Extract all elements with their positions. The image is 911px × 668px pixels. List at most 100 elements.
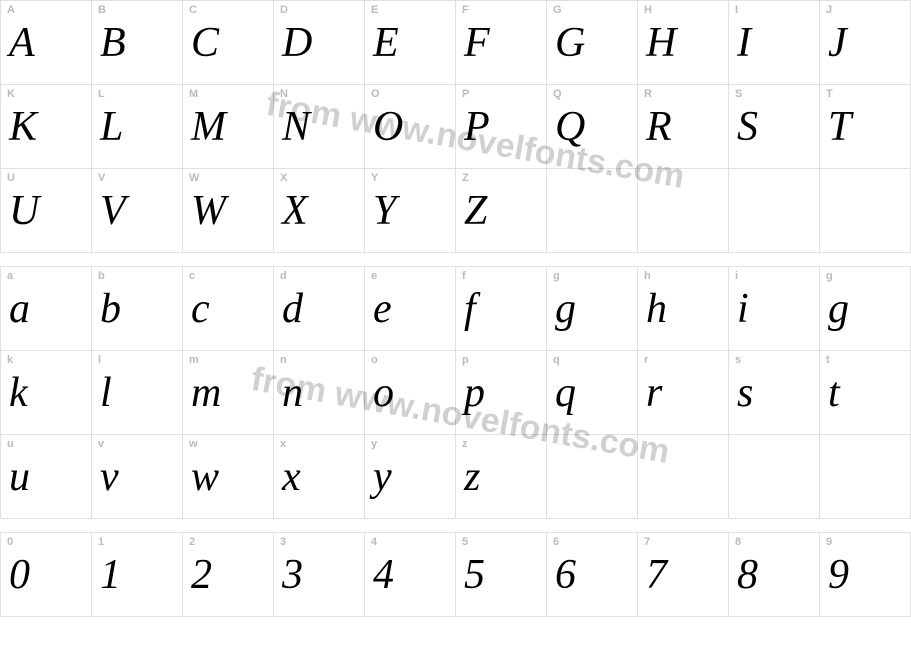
glyph: B (98, 20, 176, 66)
glyph: Q (553, 104, 631, 150)
character-cell (638, 435, 729, 519)
cell-label: Z (462, 173, 540, 184)
table-row: KKLLMMNNOOPPQQRRSSTT (1, 85, 911, 169)
character-cell: SS (729, 85, 820, 169)
character-cell: gg (547, 267, 638, 351)
cell-label: O (371, 89, 449, 100)
character-cell: ww (183, 435, 274, 519)
glyph: b (98, 286, 176, 332)
cell-label: q (553, 355, 631, 366)
character-cell: tt (820, 351, 911, 435)
glyph: O (371, 104, 449, 150)
glyph: C (189, 20, 267, 66)
glyph: k (7, 370, 85, 416)
character-cell: KK (1, 85, 92, 169)
cell-label: V (98, 173, 176, 184)
glyph: t (826, 370, 904, 416)
cell-label: g (553, 271, 631, 282)
character-cell: aa (1, 267, 92, 351)
glyph: 9 (826, 552, 904, 598)
character-cell: II (729, 1, 820, 85)
cell-label: b (98, 271, 176, 282)
cell-label: s (735, 355, 813, 366)
table-row: uuvvwwxxyyzz (1, 435, 911, 519)
cell-label: f (462, 271, 540, 282)
character-map-chart: AABBCCDDEEFFGGHHIIJJKKLLMMNNOOPPQQRRSSTT… (0, 0, 911, 617)
cell-label: g (826, 271, 904, 282)
cell-label: h (644, 271, 722, 282)
cell-label: 2 (189, 537, 267, 548)
glyph: Z (462, 188, 540, 234)
glyph: X (280, 188, 358, 234)
character-map-table: AABBCCDDEEFFGGHHIIJJKKLLMMNNOOPPQQRRSSTT… (0, 0, 911, 617)
character-cell (547, 169, 638, 253)
glyph: c (189, 286, 267, 332)
table-row: 00112233445566778899 (1, 533, 911, 617)
table-row: UUVVWWXXYYZZ (1, 169, 911, 253)
character-cell: pp (456, 351, 547, 435)
character-cell: cc (183, 267, 274, 351)
cell-label: c (189, 271, 267, 282)
cell-label: r (644, 355, 722, 366)
cell-label: 1 (98, 537, 176, 548)
glyph: 0 (7, 552, 85, 598)
cell-label: H (644, 5, 722, 16)
cell-label: A (7, 5, 85, 16)
glyph: y (371, 454, 449, 500)
glyph: F (462, 20, 540, 66)
glyph: K (7, 104, 85, 150)
character-cell: ii (729, 267, 820, 351)
character-cell (820, 169, 911, 253)
character-cell: NN (274, 85, 365, 169)
character-cell: 00 (1, 533, 92, 617)
table-row: kkllmmnnooppqqrrsstt (1, 351, 911, 435)
character-cell: QQ (547, 85, 638, 169)
character-cell: xx (274, 435, 365, 519)
character-cell (729, 435, 820, 519)
character-cell: ee (365, 267, 456, 351)
cell-label: B (98, 5, 176, 16)
character-cell: 88 (729, 533, 820, 617)
cell-label: 6 (553, 537, 631, 548)
glyph: r (644, 370, 722, 416)
cell-label: T (826, 89, 904, 100)
cell-label: 8 (735, 537, 813, 548)
character-cell: oo (365, 351, 456, 435)
cell-label: 0 (7, 537, 85, 548)
glyph: i (735, 286, 813, 332)
glyph: H (644, 20, 722, 66)
table-row: aabbccddeeffgghhiigg (1, 267, 911, 351)
glyph: E (371, 20, 449, 66)
character-cell: MM (183, 85, 274, 169)
character-cell: ff (456, 267, 547, 351)
character-cell: 44 (365, 533, 456, 617)
character-cell: OO (365, 85, 456, 169)
character-cell: nn (274, 351, 365, 435)
cell-label: M (189, 89, 267, 100)
character-cell: JJ (820, 1, 911, 85)
glyph: S (735, 104, 813, 150)
character-cell: 55 (456, 533, 547, 617)
character-cell: zz (456, 435, 547, 519)
glyph: 4 (371, 552, 449, 598)
glyph: L (98, 104, 176, 150)
glyph: h (644, 286, 722, 332)
cell-label: U (7, 173, 85, 184)
glyph: e (371, 286, 449, 332)
character-cell: TT (820, 85, 911, 169)
cell-label: N (280, 89, 358, 100)
cell-label: L (98, 89, 176, 100)
character-cell: DD (274, 1, 365, 85)
glyph: G (553, 20, 631, 66)
character-cell (820, 435, 911, 519)
glyph: s (735, 370, 813, 416)
cell-label: D (280, 5, 358, 16)
cell-label: t (826, 355, 904, 366)
cell-label: Y (371, 173, 449, 184)
cell-label: k (7, 355, 85, 366)
character-cell: FF (456, 1, 547, 85)
character-cell: rr (638, 351, 729, 435)
glyph: M (189, 104, 267, 150)
character-cell: hh (638, 267, 729, 351)
cell-label: n (280, 355, 358, 366)
